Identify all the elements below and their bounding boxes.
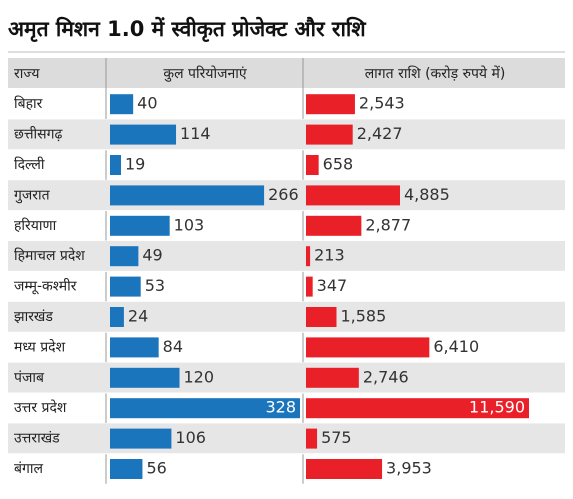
state-label: मध्य प्रदेश	[14, 338, 66, 355]
value-label: 2,427	[357, 124, 403, 143]
bar	[306, 337, 430, 358]
bar	[306, 246, 311, 267]
bar	[110, 307, 124, 327]
header-row	[8, 58, 565, 88]
bar	[306, 276, 313, 297]
bar	[306, 215, 362, 236]
bar	[110, 337, 159, 358]
state-label: जम्मू-कश्मीर	[14, 278, 77, 295]
value-label: 328	[265, 398, 296, 417]
value-label: 114	[180, 124, 211, 143]
value-label: 2,877	[365, 215, 411, 234]
value-label: 575	[321, 428, 352, 447]
bar	[110, 155, 122, 175]
value-label: 6,410	[433, 337, 479, 356]
value-label: 19	[125, 155, 145, 174]
bar	[110, 94, 134, 115]
value-label: 56	[146, 459, 166, 478]
value-label: 24	[128, 307, 148, 326]
bar	[110, 367, 180, 388]
bar	[306, 185, 400, 206]
state-label: हिमाचल प्रदेश	[14, 247, 85, 264]
value-label: 3,953	[386, 459, 432, 478]
state-label: उत्तर प्रदेश	[14, 399, 67, 416]
value-label: 1,585	[340, 307, 386, 326]
bar	[306, 398, 529, 419]
value-label: 49	[142, 246, 162, 265]
bar	[306, 428, 318, 449]
series-header: कुल परियोजनाएं	[163, 65, 247, 82]
row-band	[8, 423, 565, 454]
bar	[110, 428, 172, 449]
state-label: दिल्ली	[14, 156, 45, 173]
value-label: 106	[175, 428, 206, 447]
value-label: 40	[137, 94, 157, 113]
state-label: बिहार	[14, 95, 43, 112]
row-band	[8, 301, 565, 333]
value-label: 4,885	[404, 185, 450, 204]
value-label: 53	[145, 276, 165, 295]
bar	[306, 367, 359, 388]
bar	[110, 276, 141, 297]
state-label: पंजाब	[14, 370, 45, 386]
state-label: उत्तराखंड	[14, 431, 60, 447]
bar	[110, 215, 170, 236]
bar	[306, 307, 337, 327]
value-label: 2,543	[359, 94, 405, 113]
state-label: झारखंड	[14, 309, 53, 325]
bar	[306, 94, 355, 115]
row-band	[8, 362, 565, 393]
state-label: हरियाणा	[14, 217, 57, 234]
bar	[306, 124, 353, 145]
value-label: 84	[163, 337, 183, 356]
value-label: 658	[323, 155, 354, 174]
value-label: 103	[174, 215, 205, 234]
row-band	[8, 119, 565, 150]
bar	[110, 398, 300, 419]
bar	[110, 459, 143, 479]
state-label: बंगाल	[14, 461, 44, 477]
value-label: 120	[184, 367, 215, 386]
state-label: गुजरात	[14, 187, 51, 203]
value-label: 11,590	[469, 398, 525, 417]
series-header: लागत राशि (करोड़ रुपये में)	[365, 65, 506, 82]
value-label: 347	[317, 276, 348, 295]
bar	[110, 124, 177, 145]
rows: बिहार छत्तीसगढ़ दिल्ली गुजरात हरियाणा हिमाचल …	[8, 58, 565, 485]
bar	[306, 459, 383, 479]
bar	[110, 246, 139, 267]
bar	[306, 155, 319, 175]
value-label: 266	[268, 185, 299, 204]
value-label: 213	[314, 246, 345, 265]
value-label: 2,746	[363, 367, 409, 386]
state-header: राज्य	[14, 66, 40, 82]
chart-title: अमृत मिशन 1.0 में स्वीकृत प्रोजेक्ट और र…	[8, 16, 366, 43]
row-band	[8, 241, 565, 272]
row-band	[8, 180, 565, 211]
bar	[110, 185, 265, 206]
state-label: छत्तीसगढ़	[14, 126, 63, 143]
